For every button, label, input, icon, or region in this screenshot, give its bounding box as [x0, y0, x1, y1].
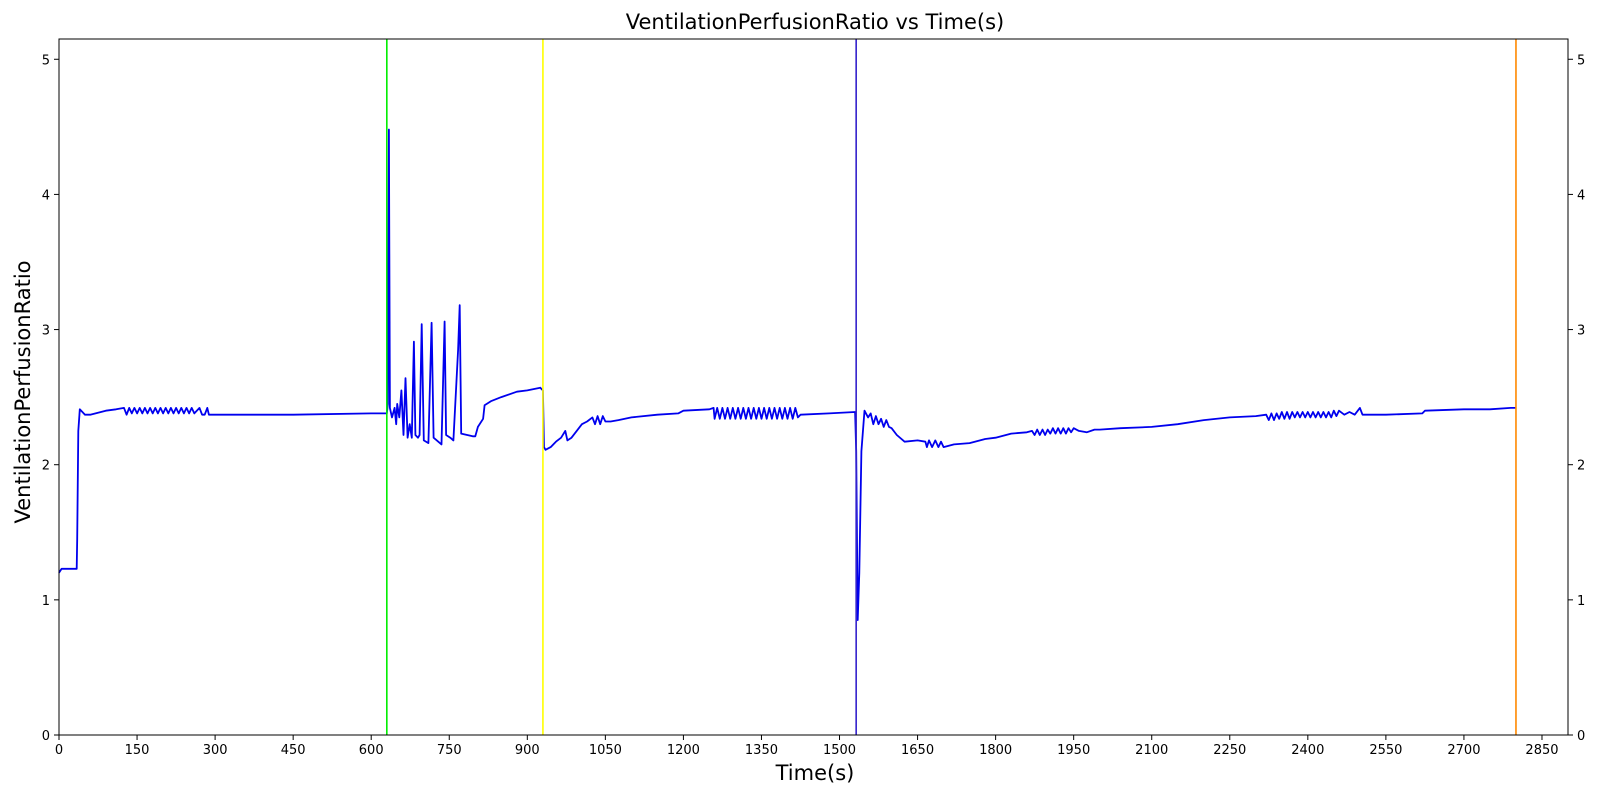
y-tick-label: 4: [42, 188, 50, 203]
y-tick-label-right: 0: [1577, 729, 1585, 744]
y-tick-label-right: 5: [1577, 53, 1585, 68]
x-tick-label: 1500: [823, 743, 856, 758]
x-tick-label: 2700: [1447, 743, 1480, 758]
y-tick-label: 5: [42, 53, 50, 68]
x-tick-label: 1950: [1057, 743, 1090, 758]
x-tick-label: 2550: [1369, 743, 1402, 758]
x-tick-label: 2250: [1213, 743, 1246, 758]
series-line: [58, 128, 1516, 621]
x-tick-label: 2100: [1135, 743, 1168, 758]
x-tick-label: 2400: [1291, 743, 1324, 758]
x-axis-label: Time(s): [775, 761, 855, 785]
y-tick-label-right: 1: [1577, 594, 1585, 609]
x-tick-label: 750: [437, 743, 462, 758]
x-tick-label: 0: [55, 743, 63, 758]
x-tick-label: 1650: [901, 743, 934, 758]
x-tick-label: 450: [281, 743, 306, 758]
y-tick-label: 1: [42, 594, 50, 609]
plot-area: 0 150 300 450 600 750 900 1050 1200 1350 1500 1650 1…: [42, 38, 1585, 758]
y-tick-label: 2: [42, 459, 50, 474]
y-tick-label: 0: [42, 729, 50, 744]
x-tick-label: 1800: [979, 743, 1012, 758]
y-tick-label-right: 2: [1577, 459, 1585, 474]
chart-title: VentilationPerfusionRatio vs Time(s): [626, 10, 1004, 34]
x-tick-label: 2850: [1525, 743, 1558, 758]
y-axis-label: VentilationPerfusionRatio: [11, 261, 35, 524]
x-tick-label: 150: [125, 743, 150, 758]
plot-frame: [58, 38, 1569, 736]
y-tick-label: 3: [42, 324, 50, 339]
x-tick-label: 1200: [667, 743, 700, 758]
x-tick-label: 1050: [589, 743, 622, 758]
x-tick-label: 600: [359, 743, 384, 758]
x-tick-label: 300: [203, 743, 228, 758]
y-tick-label-right: 4: [1577, 188, 1585, 203]
y-tick-label-right: 3: [1577, 324, 1585, 339]
x-tick-label: 1350: [745, 743, 778, 758]
x-tick-label: 900: [515, 743, 540, 758]
